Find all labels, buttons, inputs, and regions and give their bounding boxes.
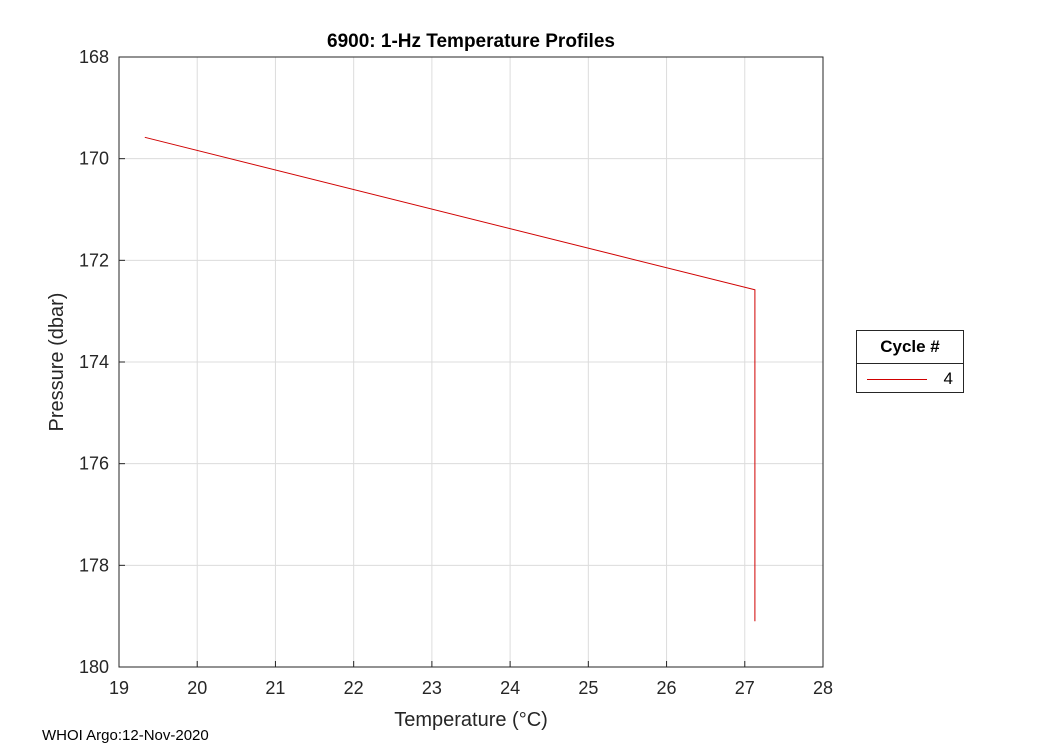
x-tick-label: 26: [657, 678, 677, 698]
y-tick-label: 170: [79, 149, 109, 169]
series-line-cycle-4: [144, 136, 756, 622]
legend-title: Cycle #: [857, 331, 963, 364]
x-tick-label: 22: [344, 678, 364, 698]
y-tick-label: 172: [79, 250, 109, 270]
y-tick-label: 174: [79, 352, 109, 372]
x-tick-label: 28: [813, 678, 833, 698]
y-tick-label: 176: [79, 454, 109, 474]
x-axis-label: Temperature (°C): [394, 709, 548, 731]
x-tick-label: 24: [500, 678, 520, 698]
legend-line-swatch: [867, 379, 927, 380]
x-tick-label: 20: [187, 678, 207, 698]
y-tick-label: 178: [79, 555, 109, 575]
plot-frame: [118, 56, 824, 668]
x-tick-labels: 19 20 21 22 23 24 25 26 27 28: [109, 678, 833, 698]
series-layer: [144, 136, 756, 622]
legend-entry-label: 4: [943, 369, 953, 388]
y-axis-label: Pressure (dbar): [46, 293, 68, 432]
legend-entry: 4: [857, 364, 963, 394]
x-tick-label: 25: [578, 678, 598, 698]
x-tick-label: 23: [422, 678, 442, 698]
grid: [118, 56, 824, 668]
y-tick-label: 180: [79, 657, 109, 677]
x-tick-label: 27: [735, 678, 755, 698]
legend: Cycle # 4: [856, 330, 964, 393]
y-tick-labels: 168 170 172 174 176 178 180: [79, 47, 109, 677]
chart-title: 6900: 1-Hz Temperature Profiles: [327, 31, 615, 52]
x-tick-label: 21: [265, 678, 285, 698]
x-tick-label: 19: [109, 678, 129, 698]
footer-credit: WHOI Argo:12-Nov-2020: [42, 727, 209, 744]
y-tick-label: 168: [79, 47, 109, 67]
